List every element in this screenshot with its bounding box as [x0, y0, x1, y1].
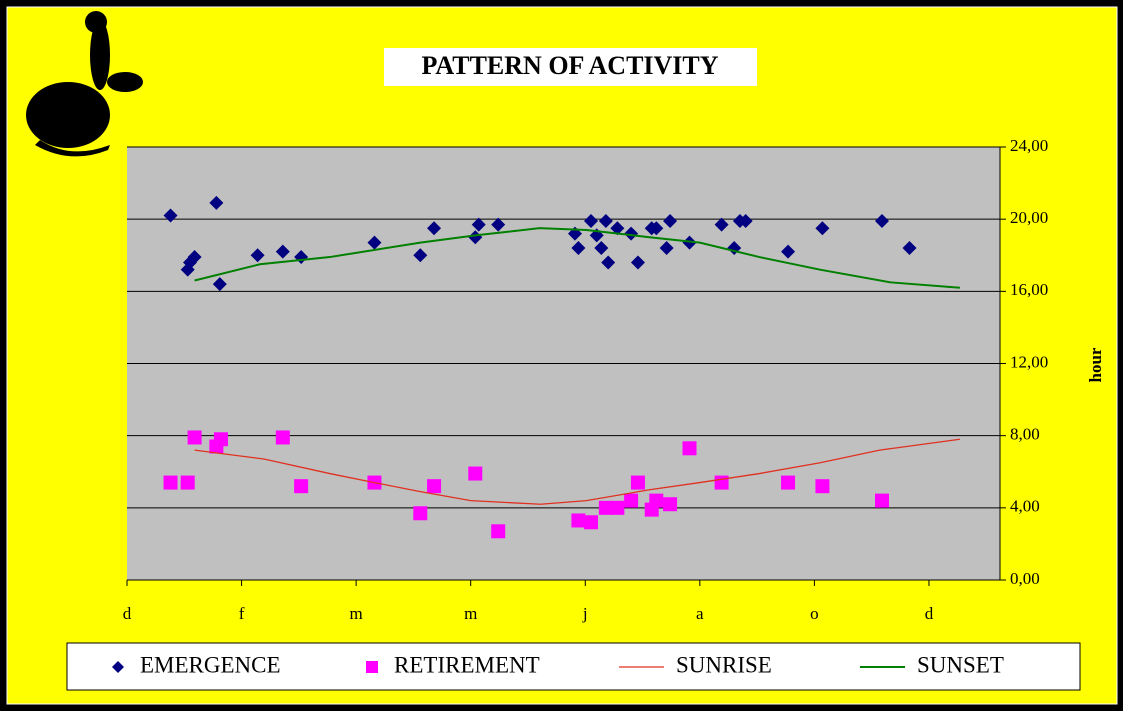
retirement-point	[163, 475, 178, 490]
retirement-point	[213, 432, 228, 447]
x-tick-label: a	[696, 604, 704, 623]
y2-tick-label: 12,00	[1010, 352, 1048, 371]
y2-tick-label: 20,00	[1010, 208, 1048, 227]
retirement-point	[714, 475, 729, 490]
retirement-point	[598, 500, 613, 515]
retirement-point	[413, 506, 428, 521]
x-tick-label: f	[239, 604, 245, 623]
y2-tick-label: 24,00	[1010, 136, 1048, 155]
emergence-point	[659, 241, 674, 256]
y2-tick-label: 4,00	[1010, 497, 1040, 516]
emergence-point	[275, 244, 290, 259]
emergence-point	[902, 241, 917, 256]
emergence-point	[583, 213, 598, 228]
emergence-point	[491, 217, 506, 232]
emergence-point	[649, 221, 664, 236]
retirement-point	[294, 479, 309, 494]
emergence-point	[367, 235, 382, 250]
x-tick-label: d	[123, 604, 132, 623]
title-box	[384, 48, 757, 86]
retirement-point	[427, 479, 442, 494]
retirement-point	[815, 479, 830, 494]
emergence-point	[413, 248, 428, 263]
y2-axis-label: hour	[1086, 347, 1105, 382]
legend-label: RETIREMENT	[394, 652, 540, 677]
retirement-point	[649, 493, 664, 508]
emergence-point	[471, 217, 486, 232]
legend-label: SUNRISE	[676, 652, 772, 677]
emergence-point	[874, 213, 889, 228]
emergence-point	[601, 255, 616, 270]
emergence-point	[815, 221, 830, 236]
y2-tick-label: 0,00	[1010, 569, 1040, 588]
x-tick-label: m	[350, 604, 363, 623]
retirement-point	[630, 475, 645, 490]
emergence-point	[624, 226, 639, 241]
retirement-point	[781, 475, 796, 490]
emergence-point	[738, 213, 753, 228]
emergence-point	[468, 230, 483, 245]
legend	[66, 642, 1081, 691]
chart-title: PATTERN OF ACTIVITY	[421, 51, 718, 80]
emergence-point	[163, 208, 178, 223]
retirement-point	[624, 493, 639, 508]
retirement-point	[610, 500, 625, 515]
emergence-point	[682, 235, 697, 250]
legend-label: SUNSET	[917, 652, 1004, 677]
retirement-point	[468, 466, 483, 481]
emergence-point	[598, 213, 613, 228]
emergence-point	[781, 244, 796, 259]
emergence-point	[209, 195, 224, 210]
retirement-point	[663, 497, 678, 512]
legend-marker	[366, 661, 378, 673]
emergence-point	[610, 221, 625, 236]
sunrise-line	[194, 438, 960, 505]
sunset-line	[194, 227, 960, 289]
retirement-point	[180, 475, 195, 490]
legend-label: EMERGENCE	[140, 652, 281, 677]
retirement-point	[682, 441, 697, 456]
otter-icon	[26, 11, 143, 157]
emergence-point	[187, 250, 202, 265]
retirement-point	[571, 513, 586, 528]
emergence-point	[427, 221, 442, 236]
emergence-point	[571, 241, 586, 256]
x-tick-label: o	[810, 604, 819, 623]
y2-tick-label: 16,00	[1010, 280, 1048, 299]
emergence-point	[212, 277, 227, 292]
legend-marker	[112, 661, 124, 673]
emergence-point	[714, 217, 729, 232]
retirement-point	[187, 430, 202, 445]
x-tick-label: m	[464, 604, 477, 623]
emergence-point	[250, 248, 265, 263]
x-tick-label: d	[925, 604, 934, 623]
emergence-point	[630, 255, 645, 270]
retirement-point	[275, 430, 290, 445]
x-tick-label: j	[582, 604, 588, 623]
emergence-point	[594, 241, 609, 256]
emergence-point	[663, 213, 678, 228]
retirement-point	[874, 493, 889, 508]
y2-tick-label: 8,00	[1010, 425, 1040, 444]
retirement-point	[491, 524, 506, 539]
retirement-point	[583, 515, 598, 530]
